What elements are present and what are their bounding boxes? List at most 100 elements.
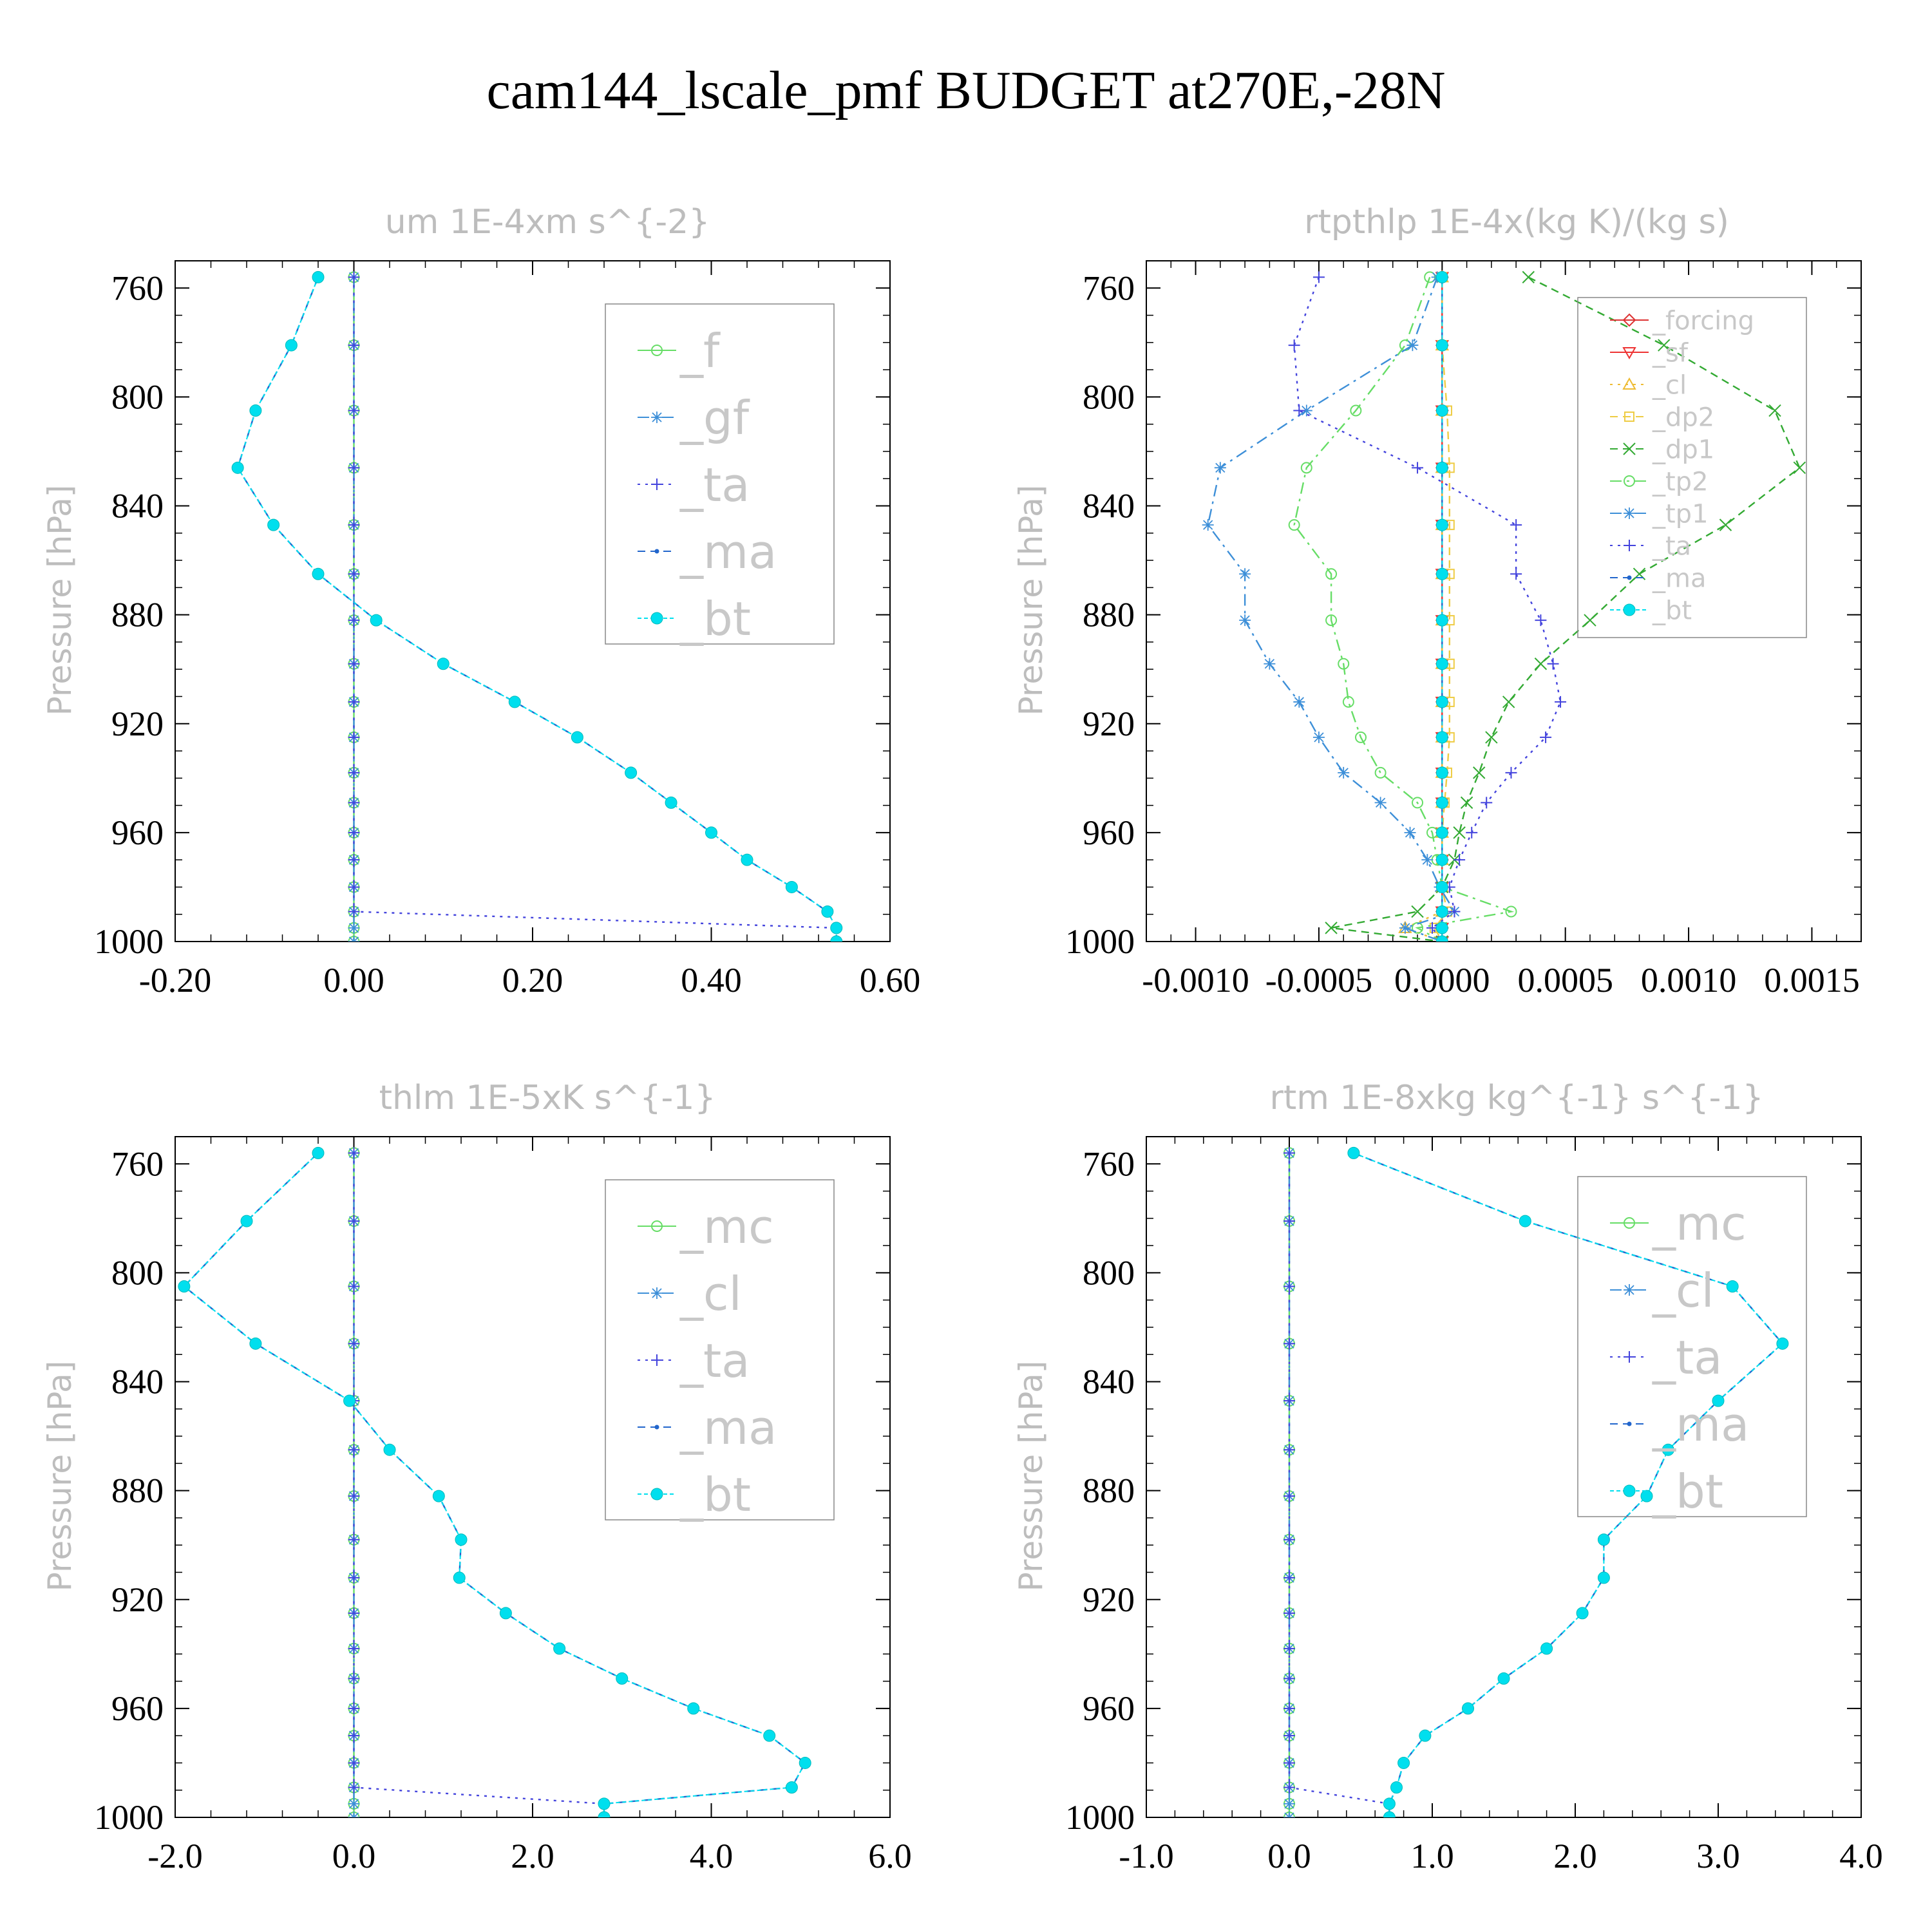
legend-label: _sf	[1652, 338, 1689, 368]
legend-label: _bt	[679, 592, 751, 646]
panel-rtpthlp: rtpthlp 1E-4x(kg K)/(kg s) Pressure [hPa…	[1012, 203, 1862, 999]
data-point-bt	[830, 922, 843, 934]
data-point-ta	[348, 462, 360, 474]
data-point-tp2	[1338, 658, 1350, 670]
data-point-bt	[705, 826, 717, 839]
y-tick-label: 920	[1083, 1580, 1135, 1619]
data-point-ta	[348, 1280, 360, 1293]
data-point-tp2	[1412, 922, 1424, 934]
y-axis-label: Pressure [hPa]	[41, 1361, 79, 1592]
y-tick-label: 1000	[94, 1798, 164, 1837]
y-axis-label: Pressure [hPa]	[1012, 1361, 1050, 1592]
data-point-ta	[1283, 1672, 1295, 1685]
data-point-ta	[1510, 568, 1522, 580]
data-point-tp1	[1312, 731, 1325, 743]
data-point-bt	[1435, 339, 1448, 352]
data-point-ta	[1448, 905, 1461, 918]
data-point-bt	[508, 696, 521, 708]
legend: _forcing_sf_cl_dp2 _dp1 _tp2_tp1_ta _ma _bt	[1577, 297, 1807, 638]
y-tick-label: 1000	[1065, 922, 1135, 961]
data-point-ta	[1535, 614, 1547, 627]
data-point-ta	[1454, 854, 1466, 866]
data-point-tp1	[1300, 404, 1312, 417]
data-point-dp1	[1584, 614, 1596, 627]
data-point-bt	[1435, 922, 1448, 934]
data-point-bt	[1435, 696, 1448, 708]
data-point-tp1	[1264, 658, 1276, 670]
panel-title: rtm 1E-8xkg kg^{-1} s^{-1}	[1269, 1079, 1763, 1117]
data-point-ta	[348, 1490, 360, 1502]
data-point-bt	[455, 1533, 468, 1546]
data-point-ta	[1283, 1147, 1295, 1159]
legend-label: _bt	[1652, 1464, 1723, 1519]
data-point-ta	[1466, 826, 1478, 838]
data-point-bt	[1640, 1490, 1653, 1502]
data-point-bt	[1435, 880, 1448, 893]
data-point-bt	[1597, 1571, 1610, 1584]
data-point-ta	[348, 1444, 360, 1456]
data-point-tp1	[1293, 696, 1305, 708]
data-point-dp1	[1658, 339, 1671, 352]
y-tick-label: 960	[1083, 1689, 1135, 1728]
series-line-ta	[1293, 276, 1562, 942]
x-tick-label: -0.0010	[1142, 961, 1249, 999]
data-point-ta	[348, 1571, 360, 1584]
data-point-ta	[348, 1642, 360, 1654]
data-point-bt	[312, 270, 325, 283]
data-point-ta	[348, 731, 360, 743]
legend-marker	[1624, 1284, 1635, 1296]
data-point-bt	[1519, 1215, 1531, 1227]
data-point-bt	[178, 1280, 191, 1293]
series-line-dp1	[1331, 276, 1801, 942]
data-point-dp1	[1768, 404, 1781, 417]
legend-label: _cl	[1652, 1264, 1714, 1318]
data-point-ta	[348, 1757, 360, 1769]
legend-marker	[1624, 412, 1634, 422]
data-point-tp2	[1355, 731, 1367, 743]
data-point-tp2	[1505, 905, 1517, 918]
data-point-bt	[1435, 826, 1448, 839]
data-point-dp1	[1719, 518, 1732, 531]
data-point-ta	[348, 696, 360, 708]
legend-marker	[650, 1488, 663, 1501]
data-point-ta	[1505, 766, 1517, 779]
legend: _f _gf _ta _ma _bt	[605, 303, 835, 646]
y-tick-label: 920	[111, 1580, 164, 1619]
legend-marker	[1627, 1421, 1632, 1426]
data-point-bt	[571, 731, 583, 744]
data-point-tp2	[1300, 462, 1312, 474]
legend-marker	[1624, 540, 1635, 551]
legend-label: _tp1	[1652, 499, 1709, 529]
data-point-bt	[785, 1781, 798, 1794]
data-point-ta	[348, 1147, 360, 1159]
legend-box	[1577, 297, 1807, 638]
legend-marker	[1623, 1484, 1636, 1497]
data-point-dp1	[1325, 922, 1338, 934]
data-point-dp1	[1522, 270, 1535, 284]
y-tick-label: 1000	[94, 922, 164, 961]
legend-label: _tp2	[1652, 467, 1709, 497]
data-point-ta	[348, 658, 360, 670]
data-point-ta	[348, 766, 360, 779]
plot-frame	[1146, 260, 1862, 942]
data-point-ta	[1547, 658, 1559, 670]
legend-marker	[654, 1425, 659, 1430]
data-point-bt	[453, 1571, 466, 1584]
data-point-ta	[348, 826, 360, 838]
panel-title: um 1E-4xm s^{-2}	[385, 203, 710, 242]
data-point-bt	[1462, 1702, 1474, 1715]
legend: _mc _cl _ta _ma _bt	[1577, 1176, 1807, 1519]
data-point-bt	[1419, 1729, 1432, 1742]
series-line-dp2	[1434, 277, 1450, 942]
panel-title: rtpthlp 1E-4x(kg K)/(kg s)	[1304, 203, 1729, 242]
legend-marker	[1622, 313, 1636, 327]
data-point-bt	[240, 1215, 253, 1227]
x-tick-label: 0.0	[332, 1837, 376, 1875]
data-point-ta	[1412, 462, 1424, 474]
legend-label: _ta	[1652, 1331, 1722, 1385]
data-point-dp1	[1534, 658, 1548, 670]
data-point-tp1	[1214, 462, 1226, 474]
data-point-bt	[1435, 796, 1448, 809]
legend-label: _cl	[1652, 370, 1687, 400]
plot-frame	[175, 1136, 891, 1818]
